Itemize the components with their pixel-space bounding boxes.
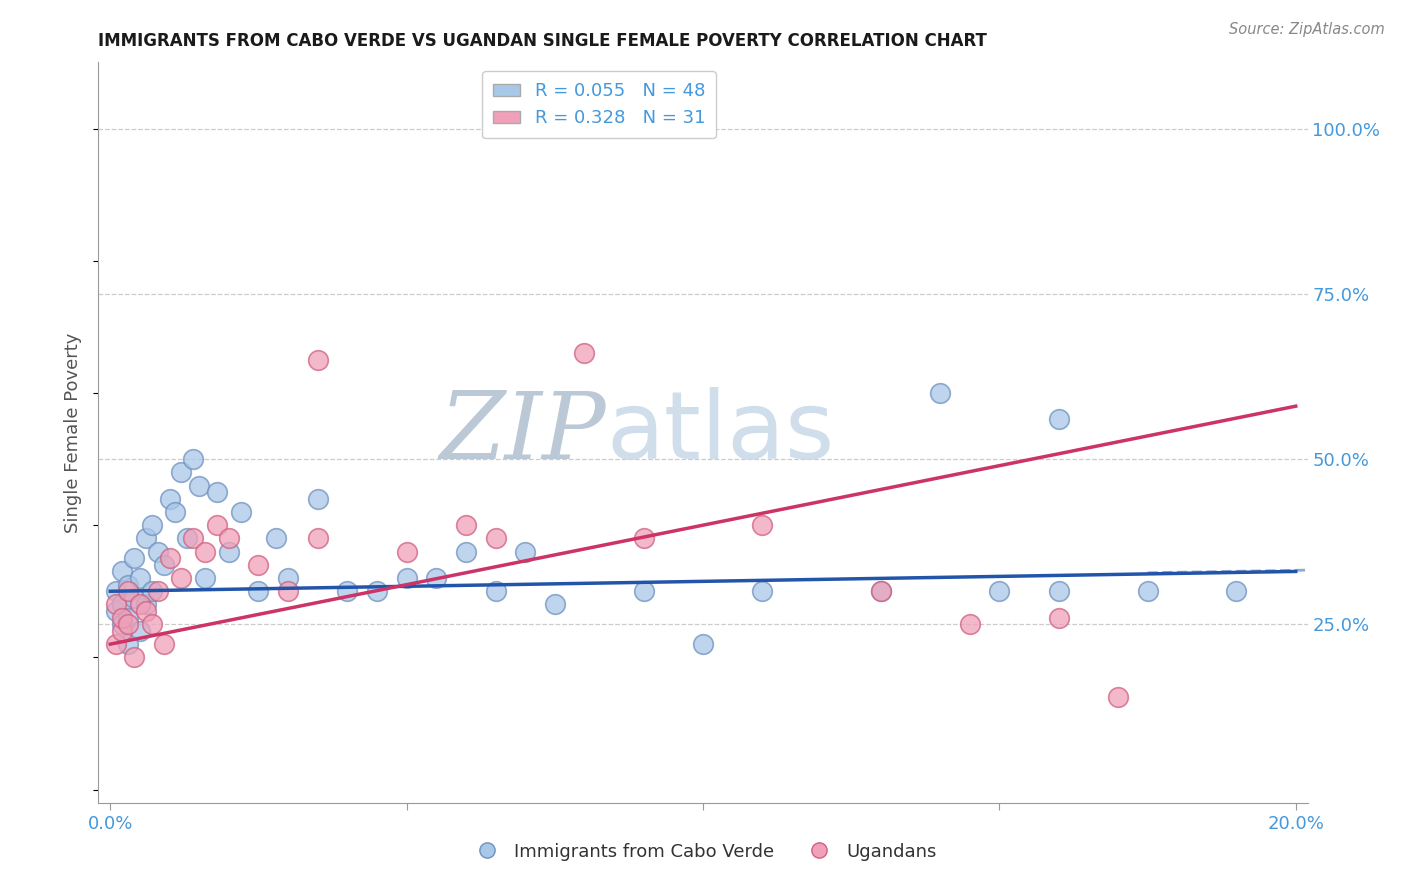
Point	[105, 604, 128, 618]
Point	[146, 544, 169, 558]
Point	[117, 577, 139, 591]
Point	[959, 617, 981, 632]
Text: IMMIGRANTS FROM CABO VERDE VS UGANDAN SINGLE FEMALE POVERTY CORRELATION CHART: IMMIGRANTS FROM CABO VERDE VS UGANDAN SI…	[98, 32, 987, 50]
Point	[188, 478, 211, 492]
Point	[1047, 412, 1070, 426]
Point	[307, 352, 329, 367]
Point	[105, 584, 128, 599]
Point	[692, 637, 714, 651]
Point	[544, 598, 567, 612]
Point	[146, 584, 169, 599]
Point	[135, 604, 157, 618]
Point	[515, 544, 537, 558]
Point	[218, 544, 240, 558]
Point	[1107, 690, 1129, 704]
Point	[159, 491, 181, 506]
Text: ZIP: ZIP	[440, 388, 606, 477]
Point	[395, 571, 418, 585]
Point	[205, 518, 228, 533]
Point	[117, 611, 139, 625]
Point	[988, 584, 1011, 599]
Point	[633, 584, 655, 599]
Point	[307, 491, 329, 506]
Point	[181, 452, 204, 467]
Point	[454, 544, 477, 558]
Point	[1047, 611, 1070, 625]
Point	[218, 532, 240, 546]
Point	[194, 544, 217, 558]
Point	[751, 518, 773, 533]
Y-axis label: Single Female Poverty: Single Female Poverty	[65, 333, 83, 533]
Point	[165, 505, 187, 519]
Point	[111, 617, 134, 632]
Point	[117, 584, 139, 599]
Point	[264, 532, 287, 546]
Point	[633, 532, 655, 546]
Point	[122, 650, 145, 665]
Point	[929, 386, 952, 401]
Legend: Immigrants from Cabo Verde, Ugandans: Immigrants from Cabo Verde, Ugandans	[461, 836, 945, 868]
Point	[336, 584, 359, 599]
Point	[152, 558, 174, 572]
Point	[751, 584, 773, 599]
Point	[105, 637, 128, 651]
Text: atlas: atlas	[606, 386, 835, 479]
Point	[395, 544, 418, 558]
Point	[176, 532, 198, 546]
Text: Source: ZipAtlas.com: Source: ZipAtlas.com	[1229, 22, 1385, 37]
Point	[366, 584, 388, 599]
Point	[141, 617, 163, 632]
Point	[122, 591, 145, 605]
Point	[117, 617, 139, 632]
Point	[1047, 584, 1070, 599]
Point	[277, 584, 299, 599]
Point	[135, 532, 157, 546]
Point	[141, 518, 163, 533]
Point	[135, 598, 157, 612]
Point	[205, 485, 228, 500]
Point	[159, 551, 181, 566]
Point	[170, 571, 193, 585]
Point	[111, 565, 134, 579]
Point	[129, 598, 152, 612]
Point	[1225, 584, 1247, 599]
Point	[111, 611, 134, 625]
Point	[454, 518, 477, 533]
Point	[141, 584, 163, 599]
Point	[170, 465, 193, 479]
Point	[117, 637, 139, 651]
Point	[484, 584, 506, 599]
Point	[229, 505, 252, 519]
Point	[111, 624, 134, 638]
Point	[129, 624, 152, 638]
Point	[307, 532, 329, 546]
Point	[129, 571, 152, 585]
Point	[181, 532, 204, 546]
Point	[869, 584, 891, 599]
Point	[122, 551, 145, 566]
Point	[247, 584, 270, 599]
Point	[111, 598, 134, 612]
Point	[425, 571, 447, 585]
Point	[194, 571, 217, 585]
Point	[1136, 584, 1159, 599]
Point	[277, 571, 299, 585]
Point	[152, 637, 174, 651]
Point	[484, 532, 506, 546]
Point	[869, 584, 891, 599]
Point	[574, 346, 596, 360]
Point	[105, 598, 128, 612]
Point	[247, 558, 270, 572]
